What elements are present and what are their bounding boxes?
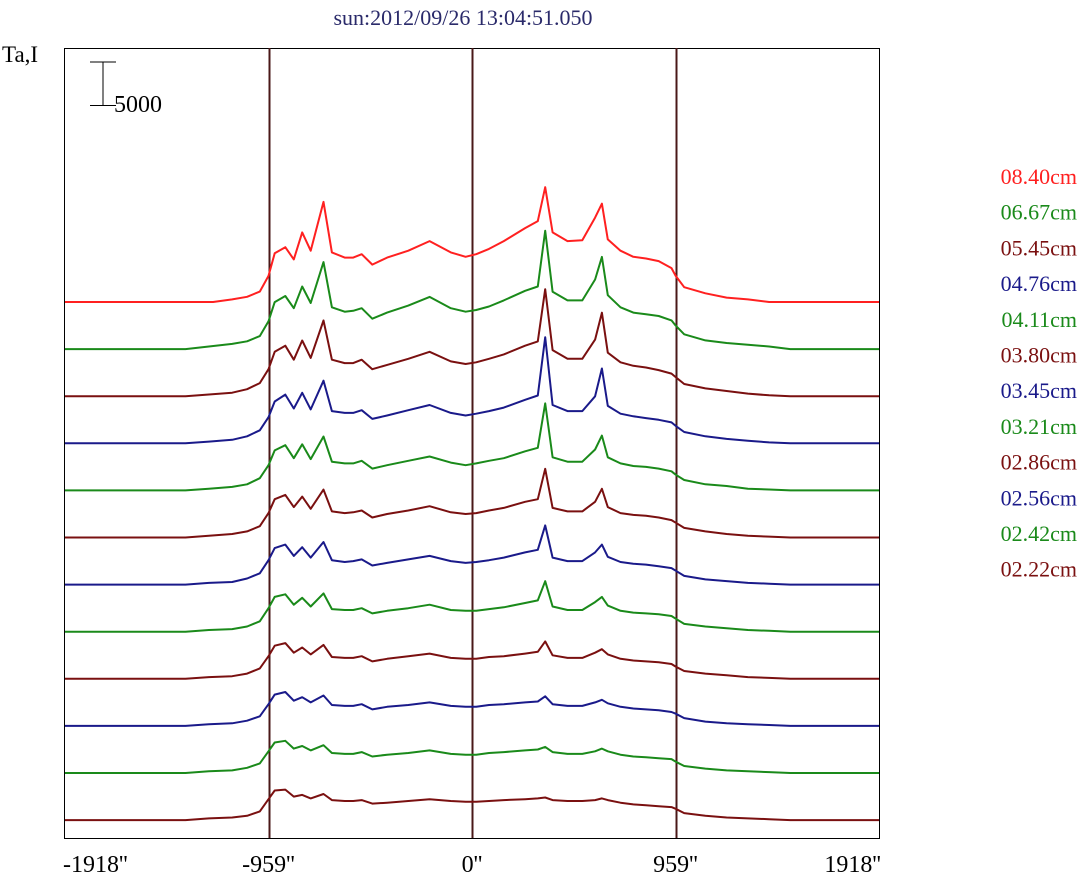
chart-title: sun:2012/09/26 13:04:51.050	[333, 5, 592, 30]
series-line-04.11cm	[65, 402, 879, 492]
x-tick-label: 959''	[653, 852, 698, 878]
legend-entry: 06.67cm	[1001, 200, 1077, 225]
series-line-03.21cm	[65, 580, 879, 633]
series-line-05.45cm	[65, 288, 879, 398]
legend-entry: 04.11cm	[1001, 307, 1077, 332]
x-tick-label: -1918''	[63, 852, 128, 878]
legend-entry: 08.40cm	[1001, 164, 1077, 189]
vertical-reference-lines	[268, 48, 678, 838]
series-line-06.67cm	[65, 229, 879, 351]
series-line-02.42cm	[65, 739, 879, 774]
series-line-03.80cm	[65, 467, 879, 539]
series-line-08.40cm	[65, 186, 879, 303]
legend-entry: 05.45cm	[1001, 235, 1077, 260]
scale-bar-label: 5000	[114, 92, 162, 118]
x-tick-label: -959''	[242, 852, 295, 878]
x-tick-label: 1918''	[824, 852, 881, 878]
legend-entry: 02.86cm	[1001, 450, 1077, 475]
legend: 08.40cm 06.67cm 05.45cm 04.76cm 04.11cm 03.80…	[1001, 164, 1077, 582]
legend-entry: 02.56cm	[1001, 485, 1077, 510]
series-line-02.22cm	[65, 788, 879, 822]
legend-entry: 02.42cm	[1001, 521, 1077, 546]
legend-entry: 02.22cm	[1001, 557, 1077, 582]
x-tick-label: 0''	[462, 852, 483, 878]
series-line-02.56cm	[65, 691, 879, 727]
legend-entry: 03.80cm	[1001, 343, 1077, 368]
x-axis-tick-labels: -1918'' -959'' 0'' 959'' 1918''	[63, 852, 881, 878]
legend-entry: 04.76cm	[1001, 271, 1077, 296]
scale-bar: 5000	[90, 61, 162, 118]
series-line-03.45cm	[65, 524, 879, 586]
series-line-04.76cm	[65, 336, 879, 445]
legend-entry: 03.45cm	[1001, 378, 1077, 403]
y-axis-label: Ta,I	[2, 42, 38, 67]
series-line-02.86cm	[65, 640, 879, 680]
series-lines	[65, 186, 879, 822]
legend-entry: 03.21cm	[1001, 414, 1077, 439]
